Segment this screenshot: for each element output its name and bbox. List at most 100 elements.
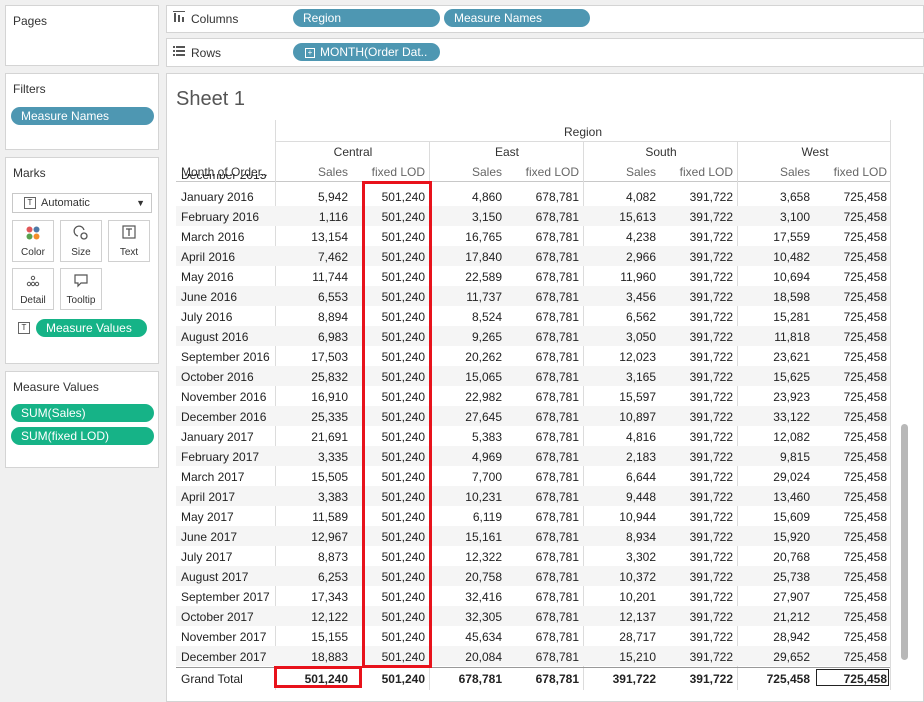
- measure-header-sales: Sales: [471, 165, 502, 179]
- marks-title: Marks: [13, 166, 46, 180]
- data-cell: 9,815: [779, 450, 810, 464]
- row-label: September 2017: [181, 590, 270, 604]
- rows-label: Rows: [191, 46, 222, 60]
- data-cell: 4,969: [471, 450, 502, 464]
- data-cell: 725,458: [843, 510, 887, 524]
- data-cell: 11,960: [620, 270, 656, 284]
- data-cell: 3,050: [625, 330, 656, 344]
- row-label: June 2017: [181, 530, 238, 544]
- data-cell: 2,966: [625, 250, 656, 264]
- filter-pill-measure-names[interactable]: Measure Names: [11, 107, 154, 125]
- data-cell: 725,458: [843, 350, 887, 364]
- rows-pill-label: MONTH(Order Dat..: [320, 45, 428, 59]
- color-button[interactable]: Color: [12, 220, 54, 262]
- data-cell: 678,781: [535, 210, 579, 224]
- data-cell: 10,231: [465, 490, 502, 504]
- data-cell: 391,722: [689, 230, 733, 244]
- data-cell: 501,240: [381, 630, 425, 644]
- data-cell: 6,119: [472, 510, 502, 524]
- grand-total-label: Grand Total: [181, 672, 243, 686]
- data-cell: 22,589: [465, 270, 502, 284]
- columns-pill-region[interactable]: Region: [293, 9, 440, 27]
- grand-total-cell: 725,458: [843, 672, 887, 686]
- data-cell: 29,652: [773, 650, 810, 664]
- data-cell: 391,722: [689, 210, 733, 224]
- data-cell: 391,722: [689, 590, 733, 604]
- data-cell: 23,923: [773, 390, 810, 404]
- size-button[interactable]: Size: [60, 220, 102, 262]
- region-south-header: South: [645, 145, 677, 159]
- data-cell: 3,302: [625, 550, 656, 564]
- data-cell: 501,240: [381, 330, 425, 344]
- data-cell: 501,240: [381, 490, 425, 504]
- vertical-scrollbar[interactable]: [901, 424, 908, 660]
- data-cell: 12,023: [619, 350, 656, 364]
- data-cell: 501,240: [381, 430, 425, 444]
- data-cell: 725,458: [843, 410, 887, 424]
- data-cell: 501,240: [381, 370, 425, 384]
- mark-type-dropdown[interactable]: T Automatic ▼: [12, 193, 152, 213]
- row-label: May 2016: [181, 270, 234, 284]
- data-cell: 25,738: [773, 570, 810, 584]
- row-label: April 2016: [181, 250, 236, 264]
- data-cell: 725,458: [843, 650, 887, 664]
- data-cell: 23,621: [773, 350, 810, 364]
- data-cell: 501,240: [381, 270, 425, 284]
- data-cell: 10,372: [619, 570, 656, 584]
- data-cell: 725,458: [843, 330, 887, 344]
- row-label: May 2017: [181, 510, 234, 524]
- data-cell: 12,082: [773, 430, 810, 444]
- text-mark-icon: T: [24, 197, 36, 209]
- data-cell: 391,722: [689, 290, 733, 304]
- measure-pill-sales[interactable]: SUM(Sales): [11, 404, 154, 422]
- data-cell: 501,240: [381, 230, 425, 244]
- marks-measure-values-pill[interactable]: Measure Values: [36, 319, 147, 337]
- data-cell: 8,524: [471, 310, 502, 324]
- data-cell: 4,860: [471, 190, 502, 204]
- highlight-grand-total-sales: [274, 666, 362, 688]
- data-cell: 3,165: [625, 370, 656, 384]
- data-cell: 678,781: [535, 430, 579, 444]
- data-cell: 20,758: [465, 570, 502, 584]
- data-cell: 15,065: [465, 370, 502, 384]
- data-cell: 501,240: [381, 210, 425, 224]
- row-band: [176, 366, 890, 386]
- highlight-fixed-lod-column: [362, 181, 432, 668]
- data-cell: 501,240: [381, 550, 425, 564]
- data-cell: 10,694: [773, 270, 810, 284]
- data-cell: 391,722: [689, 410, 733, 424]
- row-label: October 2016: [181, 370, 254, 384]
- data-cell: 501,240: [381, 510, 425, 524]
- rows-pill-month[interactable]: + MONTH(Order Dat..: [293, 43, 440, 61]
- chevron-down-icon: ▼: [136, 198, 145, 208]
- text-button[interactable]: Text: [108, 220, 150, 262]
- data-cell: 391,722: [689, 550, 733, 564]
- data-cell: 10,944: [619, 510, 656, 524]
- row-band: [176, 406, 890, 426]
- data-cell: 501,240: [381, 350, 425, 364]
- detail-button[interactable]: Detail: [12, 268, 54, 310]
- row-label: February 2017: [181, 450, 260, 464]
- row-label: November 2016: [181, 390, 267, 404]
- data-cell: 17,503: [311, 350, 348, 364]
- row-label: November 2017: [181, 630, 267, 644]
- expand-icon: +: [305, 48, 315, 58]
- table-right-edge: [890, 120, 891, 690]
- columns-pill-measure-names[interactable]: Measure Names: [444, 9, 590, 27]
- data-cell: 3,100: [779, 210, 810, 224]
- data-cell: 678,781: [535, 510, 579, 524]
- text-icon: [109, 225, 149, 247]
- data-cell: 12,967: [311, 530, 348, 544]
- data-cell: 725,458: [843, 390, 887, 404]
- data-cell: 33,122: [773, 410, 810, 424]
- data-cell: 9,448: [625, 490, 656, 504]
- data-cell: 15,505: [311, 470, 348, 484]
- tooltip-button[interactable]: Tooltip: [60, 268, 102, 310]
- data-cell: 10,897: [619, 410, 656, 424]
- measure-pill-fixed-lod[interactable]: SUM(fixed LOD): [11, 427, 154, 445]
- row-label: March 2016: [181, 230, 245, 244]
- data-cell: 15,161: [465, 530, 502, 544]
- data-cell: 391,722: [689, 390, 733, 404]
- data-cell: 725,458: [843, 230, 887, 244]
- size-label: Size: [71, 247, 91, 258]
